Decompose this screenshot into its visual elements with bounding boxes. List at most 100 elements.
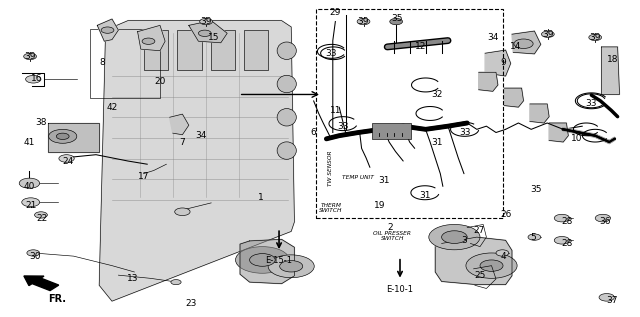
Polygon shape bbox=[479, 72, 498, 91]
Circle shape bbox=[35, 212, 47, 218]
Polygon shape bbox=[435, 237, 512, 285]
Text: 35: 35 bbox=[530, 185, 541, 194]
Text: 4: 4 bbox=[500, 252, 506, 261]
Text: 31: 31 bbox=[431, 138, 443, 146]
Polygon shape bbox=[602, 47, 620, 94]
Text: 34: 34 bbox=[195, 131, 207, 140]
Bar bbox=[177, 30, 202, 70]
Text: 38: 38 bbox=[35, 119, 47, 127]
Text: 32: 32 bbox=[431, 90, 443, 99]
Ellipse shape bbox=[277, 142, 296, 159]
Text: 21: 21 bbox=[25, 201, 36, 210]
Text: 41: 41 bbox=[24, 138, 35, 146]
Text: E-15-1: E-15-1 bbox=[266, 256, 292, 265]
Circle shape bbox=[175, 208, 190, 216]
Text: 11: 11 bbox=[330, 106, 341, 115]
Circle shape bbox=[59, 155, 74, 162]
Text: 28: 28 bbox=[561, 217, 573, 226]
Polygon shape bbox=[99, 21, 294, 301]
Text: 34: 34 bbox=[487, 33, 499, 42]
Circle shape bbox=[429, 224, 480, 250]
Bar bbox=[244, 30, 268, 70]
Text: 39: 39 bbox=[542, 30, 554, 39]
Text: 37: 37 bbox=[606, 296, 618, 305]
Polygon shape bbox=[530, 104, 549, 123]
Text: 31: 31 bbox=[419, 191, 431, 200]
Text: 39: 39 bbox=[24, 52, 36, 61]
Text: 8: 8 bbox=[100, 58, 105, 67]
Circle shape bbox=[541, 31, 554, 37]
Text: 9: 9 bbox=[500, 58, 506, 67]
Text: 6: 6 bbox=[311, 128, 316, 137]
Text: 10: 10 bbox=[571, 134, 582, 143]
Text: 26: 26 bbox=[500, 210, 511, 219]
Text: 23: 23 bbox=[185, 299, 196, 308]
Ellipse shape bbox=[277, 75, 296, 93]
Text: SWITCH: SWITCH bbox=[319, 208, 342, 213]
Text: SWITCH: SWITCH bbox=[381, 236, 404, 241]
Circle shape bbox=[250, 254, 275, 266]
Text: 33: 33 bbox=[586, 100, 597, 108]
Ellipse shape bbox=[277, 42, 296, 60]
Text: 24: 24 bbox=[63, 157, 74, 165]
Text: OIL PRESSER: OIL PRESSER bbox=[373, 231, 412, 236]
Circle shape bbox=[599, 294, 614, 301]
Text: 25: 25 bbox=[474, 271, 486, 280]
Text: 39: 39 bbox=[358, 17, 369, 26]
Text: E-10-1: E-10-1 bbox=[387, 285, 413, 294]
Text: 5: 5 bbox=[531, 233, 536, 242]
Circle shape bbox=[442, 231, 467, 243]
Text: 33: 33 bbox=[459, 128, 470, 137]
Text: THERM: THERM bbox=[321, 203, 341, 208]
Text: 18: 18 bbox=[607, 55, 619, 64]
Circle shape bbox=[27, 250, 40, 256]
Text: 1: 1 bbox=[259, 193, 264, 202]
Bar bbox=[372, 123, 411, 139]
Text: 35: 35 bbox=[391, 14, 403, 23]
Circle shape bbox=[56, 133, 69, 139]
Ellipse shape bbox=[277, 108, 296, 126]
Circle shape bbox=[514, 39, 533, 49]
Text: TW SENSOR: TW SENSOR bbox=[328, 150, 333, 186]
Circle shape bbox=[528, 234, 541, 240]
Text: 2: 2 bbox=[388, 223, 393, 232]
Text: 14: 14 bbox=[509, 42, 521, 51]
Polygon shape bbox=[138, 25, 165, 51]
Circle shape bbox=[200, 18, 212, 25]
Circle shape bbox=[236, 247, 289, 273]
Text: 30: 30 bbox=[29, 252, 40, 261]
Circle shape bbox=[496, 250, 509, 256]
Circle shape bbox=[142, 38, 155, 44]
Text: 33: 33 bbox=[337, 122, 349, 131]
Circle shape bbox=[101, 27, 114, 33]
Text: 28: 28 bbox=[561, 239, 573, 248]
Circle shape bbox=[198, 30, 211, 36]
Bar bbox=[316, 9, 503, 218]
Polygon shape bbox=[504, 88, 524, 107]
Text: 40: 40 bbox=[24, 182, 35, 191]
FancyArrow shape bbox=[24, 276, 59, 291]
Bar bbox=[90, 29, 160, 98]
Circle shape bbox=[26, 75, 41, 83]
Bar bbox=[144, 30, 168, 70]
Circle shape bbox=[480, 260, 503, 271]
Circle shape bbox=[554, 214, 570, 222]
Circle shape bbox=[466, 253, 517, 278]
Polygon shape bbox=[240, 239, 294, 284]
Circle shape bbox=[24, 53, 36, 60]
Text: TEMP UNIT: TEMP UNIT bbox=[342, 175, 374, 180]
Circle shape bbox=[595, 214, 611, 222]
Text: 12: 12 bbox=[415, 42, 427, 51]
Text: 42: 42 bbox=[107, 103, 118, 112]
Text: 39: 39 bbox=[200, 17, 212, 26]
Circle shape bbox=[554, 236, 570, 244]
Text: 17: 17 bbox=[138, 172, 150, 181]
Circle shape bbox=[22, 198, 40, 207]
Circle shape bbox=[589, 34, 602, 41]
Text: 7: 7 bbox=[180, 138, 185, 146]
Polygon shape bbox=[97, 19, 118, 41]
Text: 39: 39 bbox=[589, 33, 601, 42]
Text: 19: 19 bbox=[374, 201, 385, 210]
Polygon shape bbox=[48, 123, 99, 152]
Text: 36: 36 bbox=[600, 217, 611, 226]
